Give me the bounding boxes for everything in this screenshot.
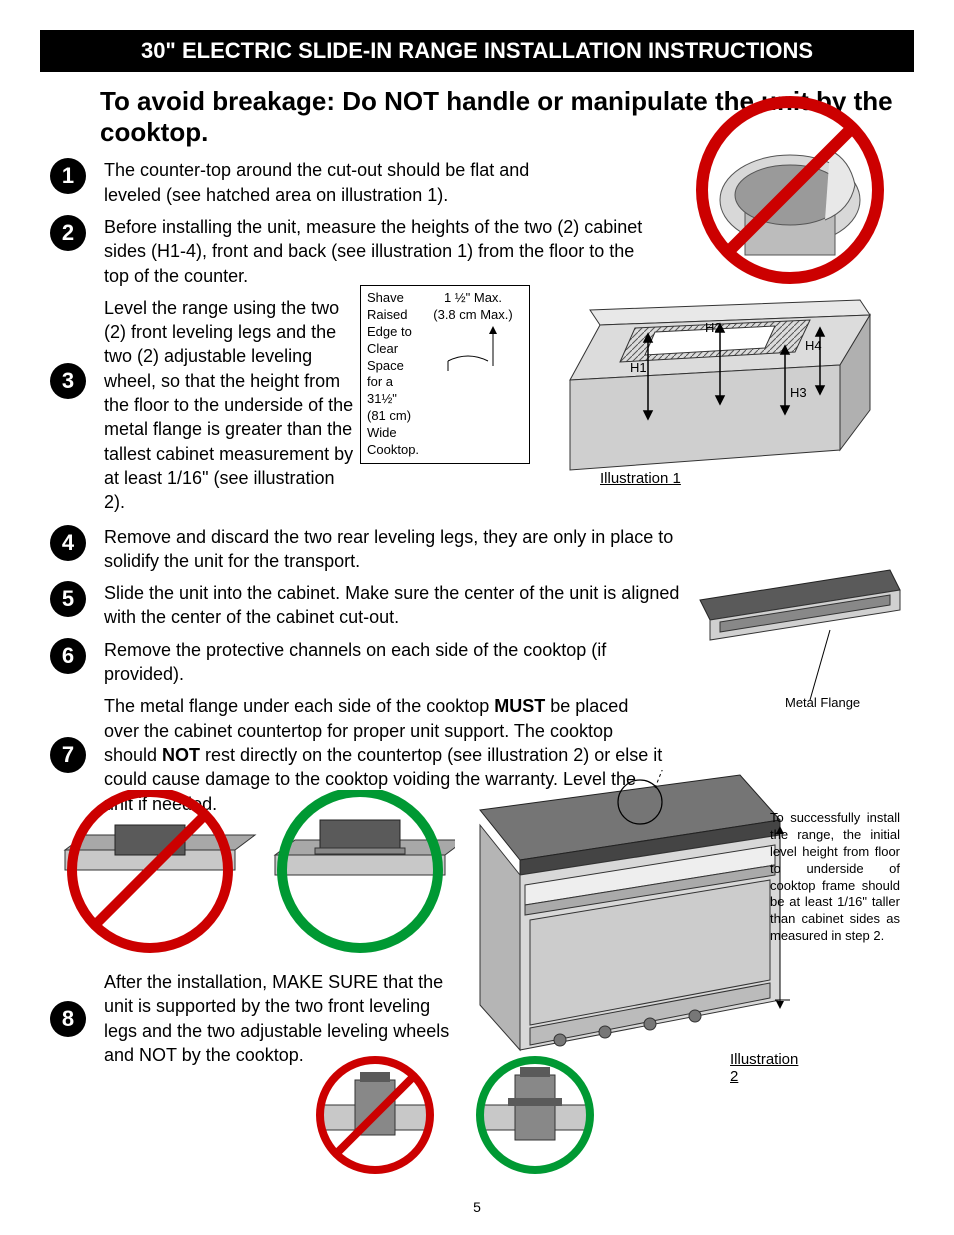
header-bar: 30" ELECTRIC SLIDE-IN RANGE INSTALLATION… [40,30,914,72]
step-num: 3 [50,363,86,399]
metal-flange-detail: Metal Flange [680,560,910,745]
callout-max-cm: (3.8 cm Max.) [423,307,523,324]
illustration-1: H1 H2 H3 H4 Illustration 1 [560,290,890,495]
illustration-2: Illustration 2 [450,770,800,1075]
step-num: 8 [50,1001,86,1037]
side-note: To successfully install the range, the i… [770,810,900,945]
cabinet-cutout-icon [560,290,890,490]
step-num: 1 [50,158,86,194]
callout-box: Shave Raised Edge to Clear Space for a 3… [360,285,530,464]
flange-right-wrong-icon [55,790,455,970]
step-num: 5 [50,581,86,617]
h1-label: H1 [630,360,647,375]
step-num: 7 [50,737,86,773]
step-num: 2 [50,215,86,251]
page-number: 5 [473,1199,481,1215]
step-text: Remove and discard the two rear leveling… [104,525,704,574]
h3-label: H3 [790,385,807,400]
flange-diagram-row [55,790,455,970]
step-text: The counter-top around the cut-out shoul… [104,158,584,207]
step-text: Remove the protective channels on each s… [104,638,664,687]
no-handle-cooktop-diagram [690,90,890,295]
illus2-caption: Illustration 2 [730,1051,800,1085]
flange-detail-icon [680,560,910,740]
step-text: Before installing the unit, measure the … [104,215,664,288]
callout-max-in: 1 ½" Max. [423,290,523,307]
step-text: Level the range using the two (2) front … [104,296,354,515]
h2-label: H2 [705,320,722,335]
step-num: 4 [50,525,86,561]
prohibition-icon [690,90,890,290]
range-perspective-icon [450,770,800,1070]
illus1-caption: Illustration 1 [600,470,681,487]
callout-col1: Shave Raised Edge to Clear Space for a 3… [367,290,417,459]
step-text: Slide the unit into the cabinet. Make su… [104,581,704,630]
h4-label: H4 [805,338,822,353]
metal-flange-label: Metal Flange [785,695,860,710]
step-num: 6 [50,638,86,674]
